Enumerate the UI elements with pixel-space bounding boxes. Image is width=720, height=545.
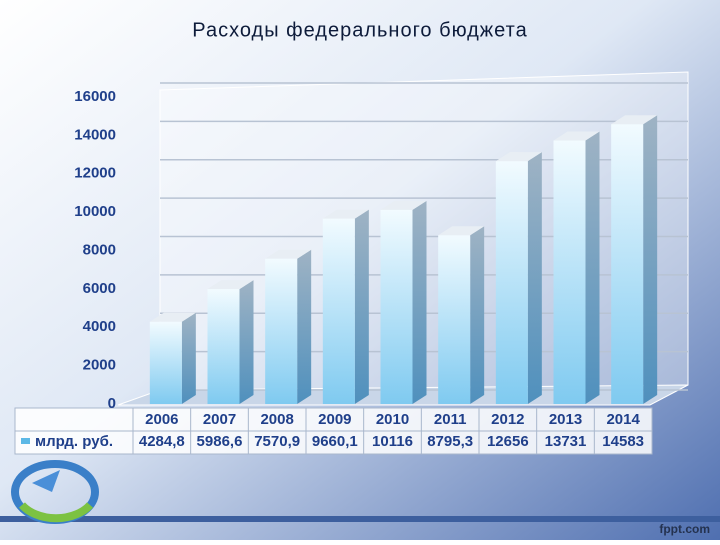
bar-top [149, 312, 196, 322]
bar-side [527, 152, 542, 404]
bar-side [297, 249, 312, 404]
bar-top [438, 226, 485, 236]
footer-band [0, 516, 720, 522]
y-tick-label: 4000 [83, 318, 116, 335]
y-tick-label: 14000 [74, 126, 116, 143]
footer-text: fppt.com [659, 522, 710, 536]
x-tick-label: 2008 [260, 411, 293, 428]
bar [380, 209, 413, 404]
x-tick-label: 2011 [434, 411, 467, 428]
y-tick-label: 0 [108, 395, 116, 412]
bar-side [412, 200, 427, 404]
y-tick-label: 8000 [83, 241, 116, 258]
table [14, 407, 653, 455]
bar [495, 161, 528, 404]
y-tick-label: 12000 [74, 165, 116, 182]
bar-side [643, 115, 658, 404]
value-label: 10116 [372, 433, 413, 450]
y-tick-label: 6000 [83, 280, 116, 297]
y-tick-label: 10000 [74, 203, 116, 220]
value-label: 13731 [545, 433, 587, 450]
chart-title: Расходы федерального бюджета [192, 19, 527, 41]
x-tick-label: 2014 [606, 411, 640, 428]
value-label: 4284,8 [139, 433, 185, 450]
x-tick-label: 2012 [491, 411, 524, 428]
y-tick-label: 2000 [83, 357, 116, 374]
bar-side [239, 280, 254, 404]
bar-top [495, 152, 542, 162]
legend-label: млрд. руб. [35, 433, 113, 450]
bar [149, 321, 182, 404]
bar-top [322, 209, 369, 219]
y-tick-label: 16000 [74, 88, 116, 105]
bar-top [265, 249, 312, 259]
bar [553, 140, 586, 404]
bar [265, 258, 298, 404]
bar-top [553, 131, 600, 141]
bar-side [470, 226, 485, 404]
legend-key [21, 438, 30, 444]
value-label: 9660,1 [312, 433, 358, 450]
value-label: 14583 [602, 433, 644, 450]
logo-tip [32, 470, 60, 492]
x-tick-label: 2006 [145, 411, 178, 428]
x-tick-label: 2007 [203, 411, 236, 428]
value-label: 12656 [487, 433, 529, 450]
value-label: 5986,6 [197, 433, 243, 450]
bar-top [207, 280, 254, 290]
bar [438, 235, 471, 404]
bar-side [181, 312, 196, 404]
bar-side [354, 209, 369, 404]
logo-arrow [19, 502, 93, 523]
x-tick-label: 2013 [549, 411, 582, 428]
logo [11, 460, 99, 524]
bar [207, 289, 240, 404]
bar [322, 218, 355, 404]
bar [611, 124, 644, 404]
bar-top [611, 115, 658, 125]
bar-side [585, 131, 600, 404]
bar-top [380, 200, 427, 210]
x-tick-label: 2010 [376, 411, 409, 428]
value-label: 7570,9 [254, 433, 300, 450]
x-tick-label: 2009 [318, 411, 351, 428]
value-label: 8795,3 [427, 433, 473, 450]
